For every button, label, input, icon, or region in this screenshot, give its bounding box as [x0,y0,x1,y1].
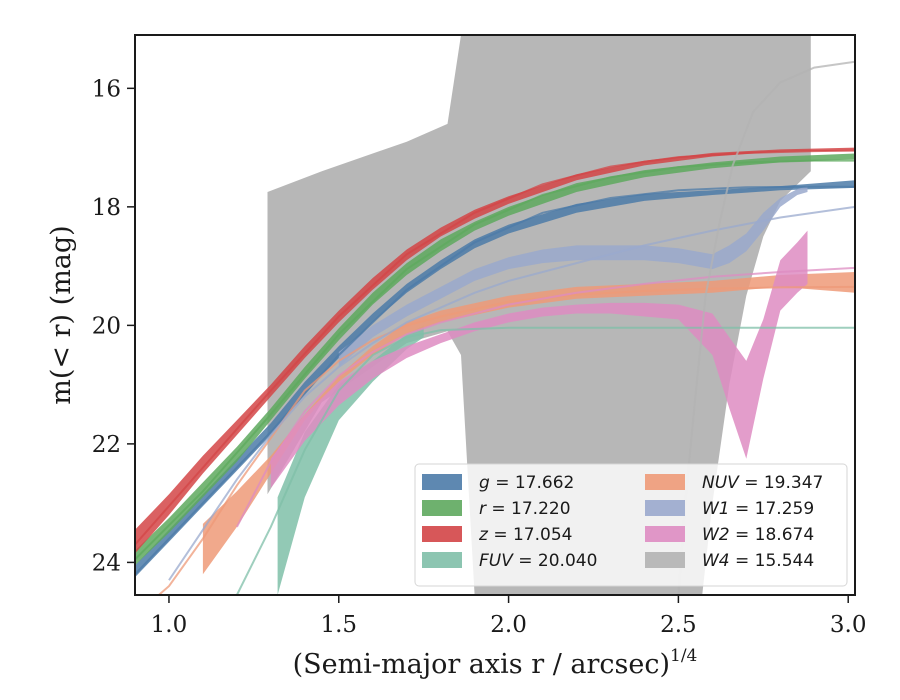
legend-item-w1: W1 = 17.259 [645,499,814,519]
legend-label: W4 = 15.544 [702,551,814,571]
plot-frame [134,34,856,596]
legend-item-r: r = 17.220 [422,499,571,519]
series-model-lines [135,60,855,595]
band-w2 [270,230,808,489]
x-tick-label: 2.0 [490,612,527,638]
legend-label: FUV = 20.040 [479,551,597,571]
x-tick-label: 1.5 [320,612,357,638]
legend-label: NUV = 19.347 [702,473,823,493]
legend-item-g: g = 17.662 [422,473,574,493]
y-tick-label: 16 [92,76,121,102]
model-line-fuv [236,326,855,595]
y-axis-ticks: 16 18 20 22 24 [92,76,135,576]
legend-label: z = 17.054 [478,525,572,545]
legend-item-nuv: NUV = 19.347 [645,473,823,493]
legend-swatch [645,500,685,516]
legend-item-fuv: FUV = 20.040 [422,551,597,571]
legend-swatch [645,552,685,568]
legend-item-w2: W2 = 18.674 [645,525,814,545]
x-tick-label: 2.5 [660,612,697,638]
legend-label: W2 = 18.674 [702,525,814,545]
legend-label: W1 = 17.259 [702,499,814,519]
legend-swatch [422,552,462,568]
legend-swatch [422,526,462,542]
legend-box [414,463,848,587]
model-line-w1 [168,205,855,581]
x-tick-label: 1.0 [151,612,188,638]
legend-swatch [422,500,462,516]
legend: g = 17.662 r = 17.220 z = 17.054 FUV = 20.0… [414,463,848,587]
legend-swatch [645,474,685,490]
x-tick-label: 3.0 [830,612,867,638]
model-line-w4 [677,60,855,595]
legend-swatch [422,474,462,490]
legend-swatch [645,526,685,542]
y-tick-label: 20 [92,313,121,339]
model-line-w2 [236,266,855,528]
legend-label: r = 17.220 [479,499,571,519]
legend-label: g = 17.662 [479,473,574,493]
x-axis-label: (Semi-major axis r / arcsec)1/4 [293,646,698,680]
model-line-z [135,149,855,546]
model-line-r [135,159,855,561]
legend-item-z: z = 17.054 [422,525,572,545]
y-tick-label: 18 [92,195,121,221]
legend-item-w4: W4 = 15.544 [645,551,814,571]
y-tick-label: 24 [92,550,121,576]
y-tick-label: 22 [92,432,121,458]
x-axis-ticks: 1.0 1.5 2.0 2.5 3.0 [151,595,867,638]
model-line-g [135,185,855,575]
y-axis-label: m(< r) (mag) [46,225,77,404]
